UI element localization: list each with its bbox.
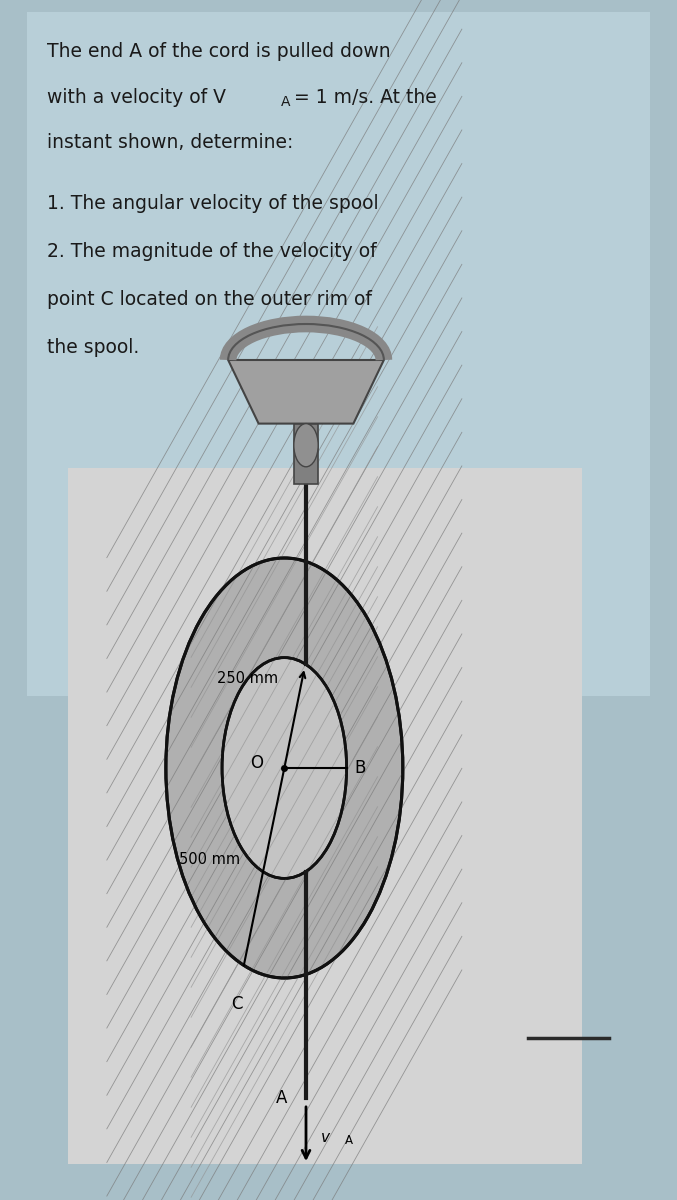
Text: with a velocity of V: with a velocity of V	[47, 88, 226, 107]
Text: C: C	[232, 995, 243, 1013]
Text: A: A	[281, 95, 290, 109]
Text: = 1 m/s. At the: = 1 m/s. At the	[294, 88, 437, 107]
Text: O: O	[250, 754, 263, 773]
Text: The end A of the cord is pulled down: The end A of the cord is pulled down	[47, 42, 391, 61]
Circle shape	[222, 658, 347, 878]
Text: 500 mm: 500 mm	[179, 852, 240, 866]
Bar	[27, 12, 650, 696]
Bar	[68, 468, 582, 1164]
Text: A: A	[276, 1090, 287, 1106]
Text: 1. The angular velocity of the spool: 1. The angular velocity of the spool	[47, 194, 379, 214]
Bar	[294, 424, 318, 484]
Text: point C located on the outer rim of: point C located on the outer rim of	[47, 290, 372, 310]
Text: v: v	[321, 1130, 330, 1145]
Circle shape	[294, 424, 318, 467]
Text: 250 mm: 250 mm	[217, 671, 278, 686]
Text: the spool.: the spool.	[47, 338, 139, 358]
Polygon shape	[228, 360, 384, 424]
Text: B: B	[355, 758, 366, 778]
Circle shape	[166, 558, 403, 978]
Text: A: A	[345, 1134, 353, 1147]
Text: 2. The magnitude of the velocity of: 2. The magnitude of the velocity of	[47, 242, 377, 262]
Text: instant shown, determine:: instant shown, determine:	[47, 133, 294, 152]
